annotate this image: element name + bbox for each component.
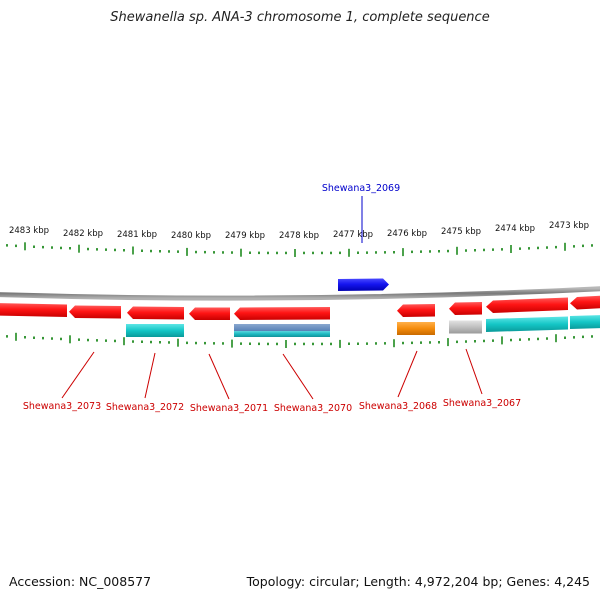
tick-label: 2473 kbp (549, 221, 589, 231)
gene-arrow-shewana3-2070[interactable] (189, 307, 230, 321)
cds-bar-shewana3-2072[interactable] (126, 324, 184, 337)
gene-label-shewana3-2070[interactable]: Shewana3_2070 (274, 403, 352, 414)
tick-label: 2477 kbp (333, 230, 373, 240)
cds-bar-shewana3-2068[interactable] (397, 322, 435, 335)
cds-bar-shewana3-2070-lower (234, 331, 330, 337)
accession-label: Accession: NC_008577 (9, 574, 152, 589)
tick-label: 2475 kbp (441, 227, 481, 237)
gene-arrow-unlabeled-2[interactable] (570, 295, 600, 310)
gene-arrow-shewana3-2073[interactable] (0, 303, 67, 317)
cds-bar-unlabeled-1[interactable] (486, 316, 568, 333)
gene-arrow-shewana3-2068[interactable] (397, 304, 435, 317)
gene-arrow-shewana3-2069[interactable] (338, 278, 389, 292)
cds-bar-shewana3-2067[interactable] (449, 320, 482, 334)
upper-tick-row (6, 242, 593, 257)
gene-arrow-unlabeled-1[interactable] (486, 297, 568, 314)
gene-label-shewana3-2067[interactable]: Shewana3_2067 (443, 398, 521, 409)
gene-label-shewana3-2068[interactable]: Shewana3_2068 (359, 401, 437, 412)
tick-label: 2483 kbp (9, 226, 49, 236)
gene-arrow-shewana3-2070b[interactable] (234, 307, 330, 320)
label-leaders (61, 348, 483, 400)
lower-tick-row (6, 332, 593, 348)
gene-label-shewana3-2073[interactable]: Shewana3_2073 (23, 401, 101, 412)
cds-bar-unlabeled-2[interactable] (570, 315, 600, 329)
gene-arrow-shewana3-2072[interactable] (69, 305, 121, 319)
tick-label: 2478 kbp (279, 231, 319, 241)
tick-label: 2476 kbp (387, 229, 427, 239)
scale-labels: 2483 kbp 2482 kbp 2481 kbp 2480 kbp 2479… (9, 221, 589, 241)
tick-label: 2482 kbp (63, 229, 103, 239)
gene-label-shewana3-2069[interactable]: Shewana3_2069 (322, 183, 400, 194)
gene-label-shewana3-2071[interactable]: Shewana3_2071 (190, 403, 268, 414)
chromosome-backbone (0, 286, 600, 301)
topology-stats: Topology: circular; Length: 4,972,204 bp… (246, 574, 590, 589)
tick-label: 2481 kbp (117, 230, 157, 240)
tick-label: 2474 kbp (495, 224, 535, 234)
map-title: Shewanella sp. ANA-3 chromosome 1, compl… (110, 10, 490, 25)
tick-label: 2479 kbp (225, 231, 265, 241)
gene-arrow-shewana3-2067[interactable] (449, 302, 482, 315)
gene-arrow-shewana3-2071[interactable] (127, 306, 184, 320)
tick-label: 2480 kbp (171, 231, 211, 241)
gene-label-shewana3-2072[interactable]: Shewana3_2072 (106, 402, 184, 413)
